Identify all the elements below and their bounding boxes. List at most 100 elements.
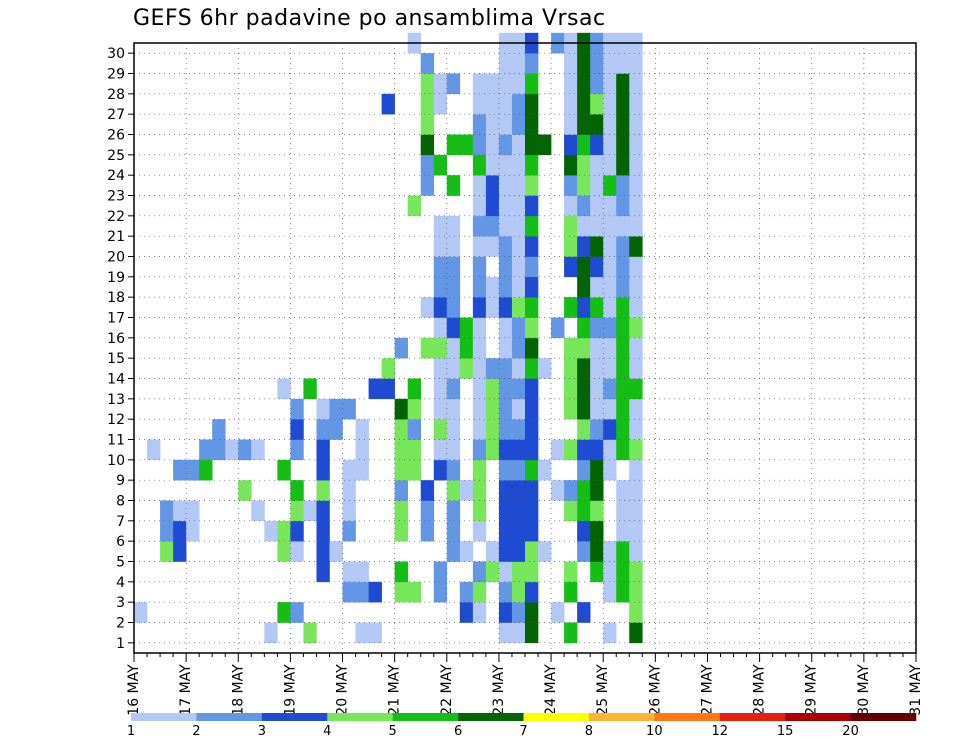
heatmap-cell [538, 134, 552, 156]
heatmap-cell [420, 73, 435, 95]
heatmap-cell [420, 93, 435, 115]
heatmap-cell [498, 175, 513, 196]
y-tick-label: 24 [107, 168, 125, 184]
heatmap-cell [498, 73, 513, 95]
heatmap-cell [420, 520, 435, 542]
heatmap-cell [525, 398, 539, 420]
heatmap-cell [564, 480, 578, 501]
y-tick-label: 14 [107, 372, 125, 388]
heatmap-cell [342, 561, 356, 583]
heatmap-cell [277, 378, 291, 400]
heatmap-cell [446, 500, 461, 522]
heatmap-cell [525, 561, 539, 583]
heatmap-cell [342, 398, 356, 420]
heatmap-cell [590, 175, 604, 196]
heatmap-cell [629, 520, 643, 542]
heatmap-cell [316, 520, 330, 542]
heatmap-cell [472, 500, 487, 522]
heatmap-cell [511, 419, 526, 440]
heatmap-cell [629, 500, 643, 522]
heatmap-cell [564, 215, 578, 237]
heatmap-cell [498, 53, 513, 74]
colorbar-label: 4 [323, 724, 331, 739]
heatmap-cell [525, 114, 539, 135]
heatmap-cell [629, 134, 643, 156]
heatmap-cell [134, 602, 148, 623]
heatmap-cell [485, 276, 500, 298]
y-tick-label: 30 [107, 46, 125, 62]
heatmap-cell [511, 337, 526, 359]
heatmap-cell [303, 378, 317, 400]
heatmap-cell [485, 541, 500, 562]
heatmap-cell [173, 459, 187, 481]
heatmap-cell [564, 337, 578, 359]
heatmap-cell [577, 541, 591, 562]
heatmap-cell [564, 93, 578, 115]
heatmap-cell [446, 459, 461, 481]
heatmap-cell [551, 480, 565, 501]
heatmap-cell [446, 358, 461, 379]
heatmap-cell [290, 541, 304, 562]
heatmap-cell [616, 439, 630, 461]
heatmap-cell [342, 520, 356, 542]
colorbar-swatch [588, 713, 655, 721]
heatmap-cell [629, 93, 643, 115]
heatmap-cell [577, 378, 591, 400]
heatmap-cell [433, 378, 448, 400]
heatmap-cell [472, 114, 487, 135]
heatmap-cell [485, 93, 500, 115]
heatmap-cell [485, 154, 500, 176]
heatmap-cell [577, 114, 591, 135]
heatmap-cell [485, 561, 500, 583]
heatmap-cell [446, 398, 461, 420]
dotted-grid [133, 43, 917, 653]
y-tick-label: 7 [116, 514, 125, 530]
heatmap-cell [603, 541, 617, 562]
heatmap-cell [525, 73, 539, 95]
heatmap-cell [212, 419, 226, 440]
heatmap-cell [577, 236, 591, 257]
heatmap-cell [446, 439, 461, 461]
colorbar-label: 7 [519, 724, 527, 739]
heatmap-cell [590, 134, 604, 156]
heatmap-cell [472, 520, 487, 542]
heatmap-cell [485, 398, 500, 420]
colorbar-label: 15 [777, 724, 794, 739]
heatmap-cell [577, 276, 591, 298]
heatmap-cell [511, 276, 526, 298]
heatmap-cell [511, 236, 526, 257]
y-tick-label: 15 [107, 351, 125, 367]
heatmap-cell [590, 93, 604, 115]
heatmap-cell [498, 378, 513, 400]
heatmap-cell [394, 439, 408, 461]
heatmap-cell [290, 500, 304, 522]
heatmap-cell [525, 276, 539, 298]
heatmap-cell [603, 73, 617, 95]
heatmap-cell [525, 439, 539, 461]
y-tick-label: 10 [107, 453, 125, 469]
heatmap-cell [511, 398, 526, 420]
heatmap-cell [629, 358, 643, 379]
heatmap-cell [485, 297, 500, 318]
heatmap-cell [186, 459, 200, 481]
heatmap-cell [525, 256, 539, 278]
heatmap-cell [577, 520, 591, 542]
heatmap-cell [186, 520, 200, 542]
heatmap-cell [616, 276, 630, 298]
heatmap-cell [525, 459, 539, 481]
x-tick-label: 21 MAY [387, 664, 403, 716]
colorbar-label: 5 [389, 724, 397, 739]
x-tick-label: 31 MAY [908, 664, 924, 716]
heatmap-cell [472, 236, 487, 257]
heatmap-cell [368, 378, 382, 400]
heatmap-cell [603, 459, 617, 481]
heatmap-cell [407, 398, 422, 420]
heatmap-cell [368, 581, 382, 603]
heatmap-cell [629, 317, 643, 339]
heatmap-cell [394, 419, 408, 440]
x-tick-label: 20 MAY [335, 664, 351, 716]
heatmap-cell [511, 561, 526, 583]
heatmap-cell [616, 317, 630, 339]
heatmap-cell [538, 541, 552, 562]
heatmap-cell [342, 500, 356, 522]
